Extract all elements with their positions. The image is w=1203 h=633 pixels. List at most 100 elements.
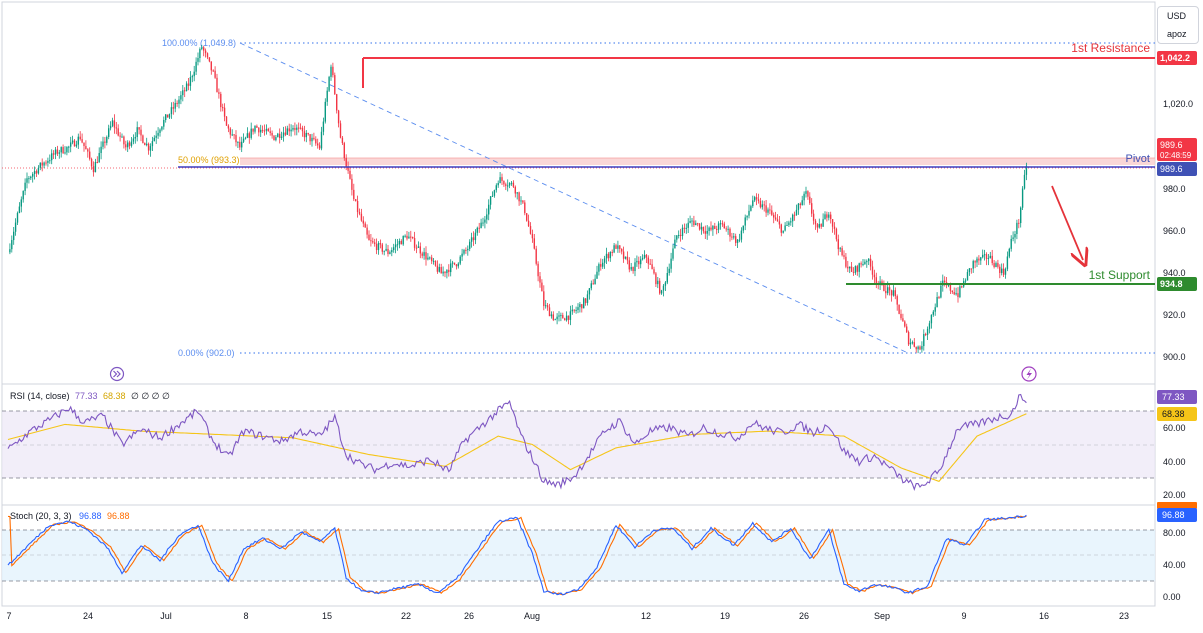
candle-body	[628, 260, 630, 270]
price-tick-940: 940.0	[1163, 268, 1186, 278]
candle-body	[256, 125, 258, 128]
candle-body	[242, 138, 245, 142]
rsi-ma-tag-text: 68.38	[1162, 409, 1185, 419]
candle-body	[907, 331, 910, 345]
candle-body	[260, 129, 262, 133]
candle-body	[370, 240, 372, 242]
candle-body	[909, 342, 912, 345]
stoch-tick-80: 80.00	[1163, 528, 1186, 538]
candle-body	[404, 235, 406, 237]
candle-body	[809, 196, 811, 204]
candle-body	[875, 277, 877, 283]
stoch-axis[interactable]: 96.88 80.00 40.00 0.00	[1157, 502, 1197, 602]
candle-body	[510, 182, 513, 184]
candle-body	[841, 248, 843, 256]
candle-body	[220, 93, 222, 108]
candle-body	[461, 253, 463, 257]
candle-body	[159, 129, 161, 133]
candle-body	[1006, 256, 1009, 269]
candle-body	[85, 146, 87, 150]
candle-body	[801, 200, 803, 206]
candle-body	[43, 162, 45, 166]
candle-body	[698, 223, 701, 230]
candle-body	[51, 153, 53, 161]
candle-body	[261, 129, 264, 131]
candle-body	[130, 141, 133, 146]
time-axis[interactable]: 7 24 Jul 8 15 22 26 Aug 12 19 26 Sep 9 1…	[6, 611, 1129, 621]
candle-body	[184, 90, 186, 92]
rsi-axis[interactable]: 77.33 68.38 60.00 40.00 20.00	[1157, 390, 1197, 500]
candle-body	[157, 132, 159, 136]
stoch-k-tag-text: 96.88	[1162, 510, 1185, 520]
candle-body	[995, 263, 997, 268]
pivot-price-tag-text: 989.6	[1160, 164, 1183, 174]
candle-body	[725, 228, 727, 230]
candle-body	[609, 251, 611, 259]
candle-body	[531, 233, 534, 239]
candle-body	[896, 296, 898, 305]
candle-body	[377, 243, 380, 251]
candle-body	[375, 243, 378, 251]
candle-body	[615, 245, 617, 249]
candle-body	[797, 203, 800, 210]
candle-body	[383, 250, 385, 252]
candle-body	[182, 90, 184, 96]
candle-body	[985, 254, 988, 259]
candle-body	[659, 280, 661, 294]
candle-body	[655, 273, 657, 285]
candle-body	[643, 254, 646, 258]
candle-body	[425, 252, 427, 260]
candle-body	[201, 47, 203, 50]
candle-body	[552, 314, 554, 320]
candle-body	[516, 192, 518, 194]
candle-body	[326, 90, 328, 102]
candle-body	[626, 256, 629, 261]
candle-body	[250, 128, 252, 138]
candle-body	[379, 243, 382, 245]
candle-body	[472, 237, 475, 241]
candle-body	[634, 262, 636, 272]
candle-body	[127, 142, 129, 148]
fib-50-label: 50.00% (993.3)	[178, 155, 240, 165]
candle-body	[438, 267, 440, 272]
stoch-legend-d: 96.88	[107, 511, 130, 521]
candle-body	[799, 203, 801, 206]
candle-body	[727, 228, 729, 230]
lightning-icon[interactable]	[1021, 366, 1037, 382]
candle-body	[140, 129, 142, 136]
candle-body	[522, 200, 524, 203]
candle-body	[571, 309, 573, 312]
currency-selector[interactable]: USD apoz	[1157, 6, 1199, 44]
candle-body	[189, 77, 192, 86]
candle-body	[258, 127, 260, 133]
rsi-tick-40: 40.00	[1163, 457, 1186, 467]
candle-body	[514, 186, 516, 194]
candle-body	[457, 263, 459, 267]
candle-body	[923, 334, 925, 347]
candle-body	[881, 281, 883, 284]
candle-body	[320, 131, 323, 149]
candle-body	[440, 267, 442, 274]
candle-body	[508, 183, 511, 186]
candle-body	[964, 280, 967, 282]
candle-body	[917, 346, 919, 350]
candle-body	[353, 189, 355, 200]
candle-body	[824, 214, 826, 220]
candle-body	[879, 281, 881, 285]
candle-body	[925, 334, 927, 336]
candle-body	[795, 209, 798, 215]
candle-body	[56, 149, 59, 154]
price-axis[interactable]: 1,020.0 980.0 960.0 940.0 920.0 900.0 1,…	[1157, 51, 1197, 362]
candle-body	[174, 102, 176, 109]
candle-body	[191, 76, 193, 78]
double-chevron-right-icon[interactable]	[109, 366, 125, 382]
candle-body	[828, 214, 830, 218]
rsi-value-tag	[1157, 390, 1197, 404]
candle-body	[26, 178, 28, 183]
candle-body	[62, 147, 64, 154]
candle-body	[738, 239, 741, 241]
candle-body	[955, 293, 957, 295]
candle-body	[60, 147, 62, 153]
candle-body	[1001, 268, 1003, 273]
